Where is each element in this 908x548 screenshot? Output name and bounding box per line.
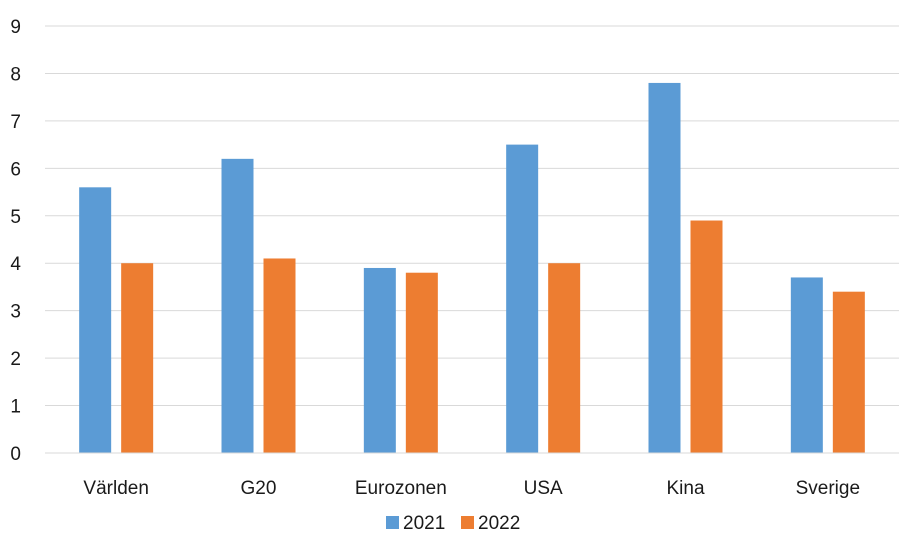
y-axis-ticks: 0 1 2 3 4 5 6 7 8 9 — [10, 17, 21, 465]
bar-2022-Sverige — [832, 291, 865, 453]
bar-2021-Kina — [648, 82, 681, 453]
legend-label: 2021 — [403, 513, 445, 534]
y-tick-label: 6 — [10, 159, 21, 180]
bar-2022-Kina — [690, 220, 723, 453]
bars — [79, 82, 865, 454]
x-tick-label: Världen — [83, 478, 149, 499]
x-tick-label: Sverige — [796, 478, 860, 499]
bar-2022-G20 — [263, 258, 296, 453]
x-tick-label: Eurozonen — [355, 478, 447, 499]
y-tick-label: 0 — [10, 444, 21, 465]
bar-2022-Världen — [121, 263, 154, 453]
y-tick-label: 7 — [10, 112, 21, 133]
bar-2022-USA — [548, 263, 581, 453]
bar-2022-Eurozonen — [405, 272, 438, 453]
legend: 2021 2022 — [386, 513, 520, 534]
bar-2021-Eurozonen — [363, 267, 396, 453]
gridlines — [45, 25, 899, 407]
y-tick-label: 4 — [10, 254, 21, 275]
bar-2021-Världen — [79, 187, 112, 454]
x-axis-ticks: Världen G20 Eurozonen USA Kina Sverige — [83, 478, 860, 499]
y-tick-label: 1 — [10, 397, 21, 418]
y-tick-label: 2 — [10, 349, 21, 370]
y-tick-label: 8 — [10, 64, 21, 85]
bar-2021-G20 — [221, 158, 254, 453]
legend-label: 2022 — [478, 513, 520, 534]
legend-swatch — [461, 516, 474, 529]
y-tick-label: 3 — [10, 302, 21, 323]
bar-2021-USA — [506, 144, 539, 453]
y-tick-label: 5 — [10, 207, 21, 228]
x-tick-label: G20 — [241, 478, 277, 499]
legend-swatch — [386, 516, 399, 529]
y-tick-label: 9 — [10, 17, 21, 38]
x-tick-label: USA — [524, 478, 563, 499]
x-tick-label: Kina — [666, 478, 704, 499]
bar-2021-Sverige — [790, 277, 823, 453]
